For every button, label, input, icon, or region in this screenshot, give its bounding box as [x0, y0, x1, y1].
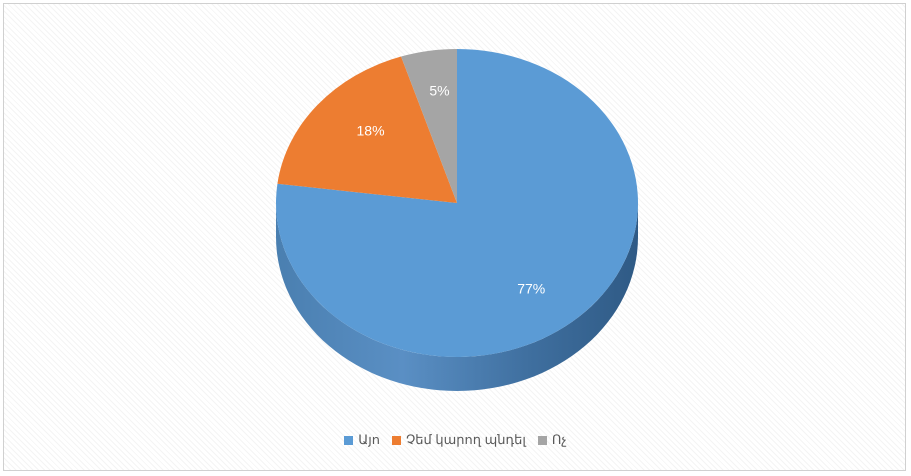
legend-entry-no: Ոչ: [537, 432, 567, 448]
pie-slice-no: [401, 49, 457, 203]
slice-label-yes: 77%: [517, 280, 545, 296]
legend-label-cant-say: Չեմ կարող պնդել: [406, 432, 526, 447]
legend-entry-cant-say: Չեմ կարող պնդել: [392, 432, 526, 448]
legend-swatch-no: [537, 435, 547, 445]
slice-label-cant-say: 18%: [357, 122, 385, 138]
pie-slice-yes: [276, 49, 639, 358]
pie-slice-cant-say: [277, 56, 457, 203]
legend-label-yes: Այո: [358, 432, 381, 447]
legend-swatch-yes: [344, 435, 354, 445]
legend-entry-yes: Այո: [344, 432, 380, 448]
legend-label-no: Ոչ: [551, 432, 567, 447]
legend-swatch-cant-say: [392, 435, 402, 445]
pie-side-wall-surface: [276, 203, 638, 391]
legend: Այո Չեմ կարող պնդել Ոչ: [0, 432, 911, 448]
slice-label-no: 5%: [429, 82, 449, 98]
pie-side-wall: [276, 203, 638, 391]
